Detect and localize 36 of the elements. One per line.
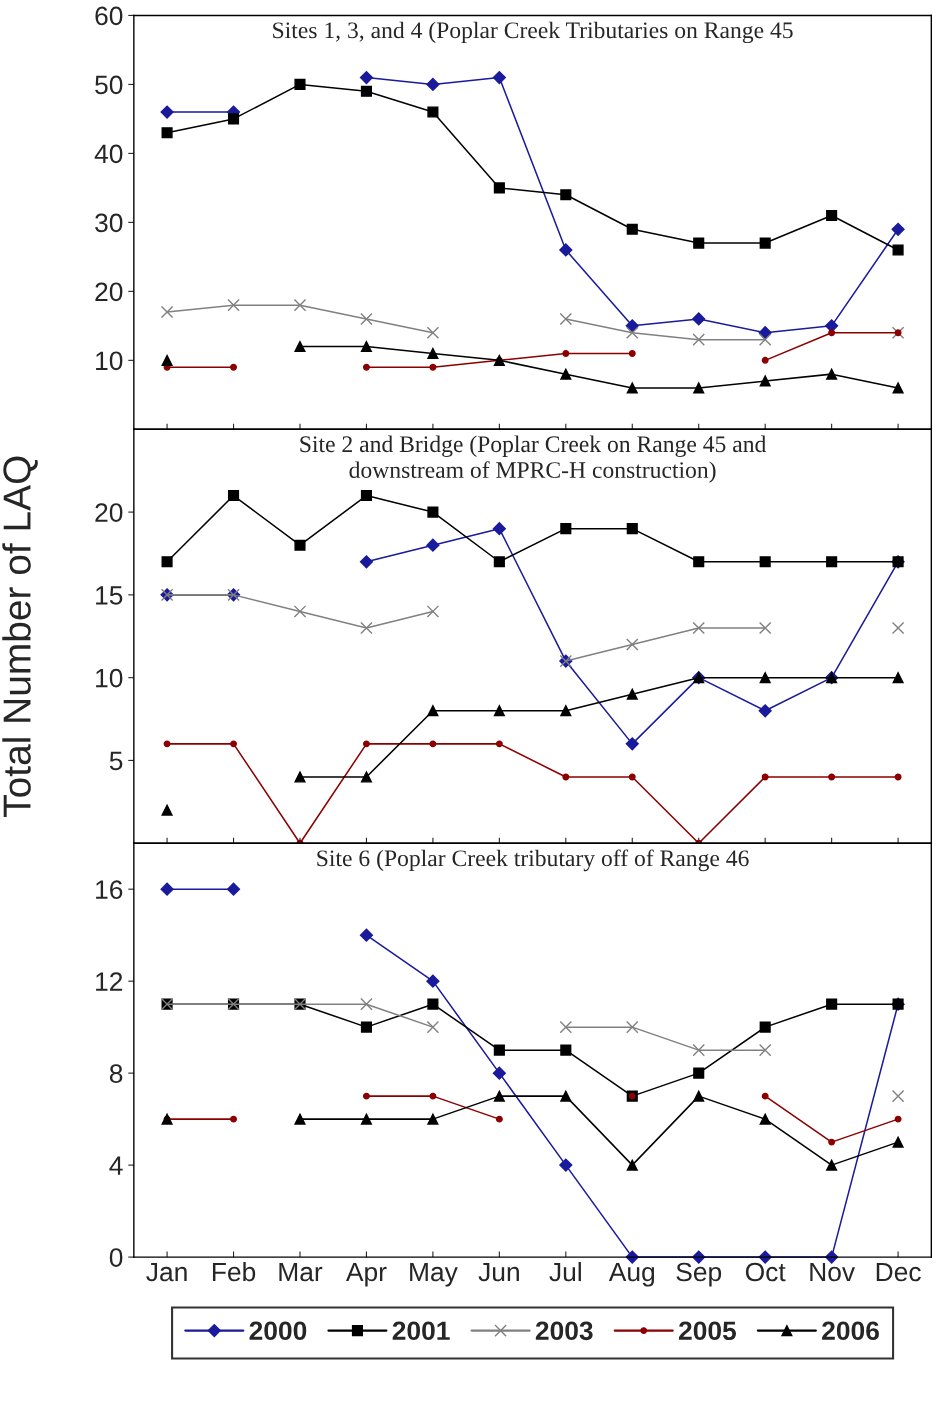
y-tick-label: 0 xyxy=(109,1248,123,1267)
y-tick-label: 8 xyxy=(109,1064,123,1083)
x-tick-label: Oct xyxy=(745,1262,786,1282)
legend-label: 2006 xyxy=(822,1321,879,1341)
x-tick-label: Mar xyxy=(279,1262,323,1282)
y-tick-label: 12 xyxy=(96,972,123,991)
legend-label: 2000 xyxy=(249,1321,307,1341)
chart-title: Sites 1, 3, and 4 (Poplar Creek Tributaries on Range 45 xyxy=(273,21,793,44)
y-tick-label: 10 xyxy=(96,351,123,371)
y-tick-label: 5 xyxy=(109,751,123,771)
x-tick-label: Feb xyxy=(212,1261,256,1282)
legend-label: 2001 xyxy=(392,1321,450,1341)
legend-label: 2003 xyxy=(535,1321,593,1341)
text: Site 2 and Bridge (Poplar Creek on Range 45 and downstream of MPRC-H construction) xyxy=(300,435,767,483)
y-tick-label: 4 xyxy=(109,1156,123,1175)
y-tick-label: 20 xyxy=(95,503,123,522)
y-axis-title: Total Number of LAQ xyxy=(2,456,38,817)
x-tick-label: Aug xyxy=(608,1262,655,1287)
y-tick-label: 50 xyxy=(95,75,123,95)
y-tick-label: 40 xyxy=(94,144,123,164)
x-tick-label: Apr xyxy=(345,1262,387,1287)
x-tick-label: Dec xyxy=(876,1262,921,1282)
y-tick-label: 16 xyxy=(96,880,123,900)
y-tick-label: 60 xyxy=(95,6,123,26)
x-tick-label: Jul xyxy=(549,1261,581,1282)
x-tick-label: May xyxy=(410,1262,458,1287)
y-tick-label: 15 xyxy=(96,586,123,605)
y-tick-label: 30 xyxy=(95,213,123,233)
y-tick-label: 10 xyxy=(96,668,123,688)
y-tick-label: 20 xyxy=(95,282,123,302)
x-tick-label: Jan xyxy=(146,1262,187,1282)
x-tick-label: Jun xyxy=(478,1262,519,1282)
chart-title: Site 6 (Poplar Creek tributary off of Range 46 xyxy=(317,849,749,872)
legend-label: 2005 xyxy=(678,1321,737,1341)
x-tick-label: Sep xyxy=(676,1262,722,1287)
x-tick-label: Nov xyxy=(810,1262,856,1282)
